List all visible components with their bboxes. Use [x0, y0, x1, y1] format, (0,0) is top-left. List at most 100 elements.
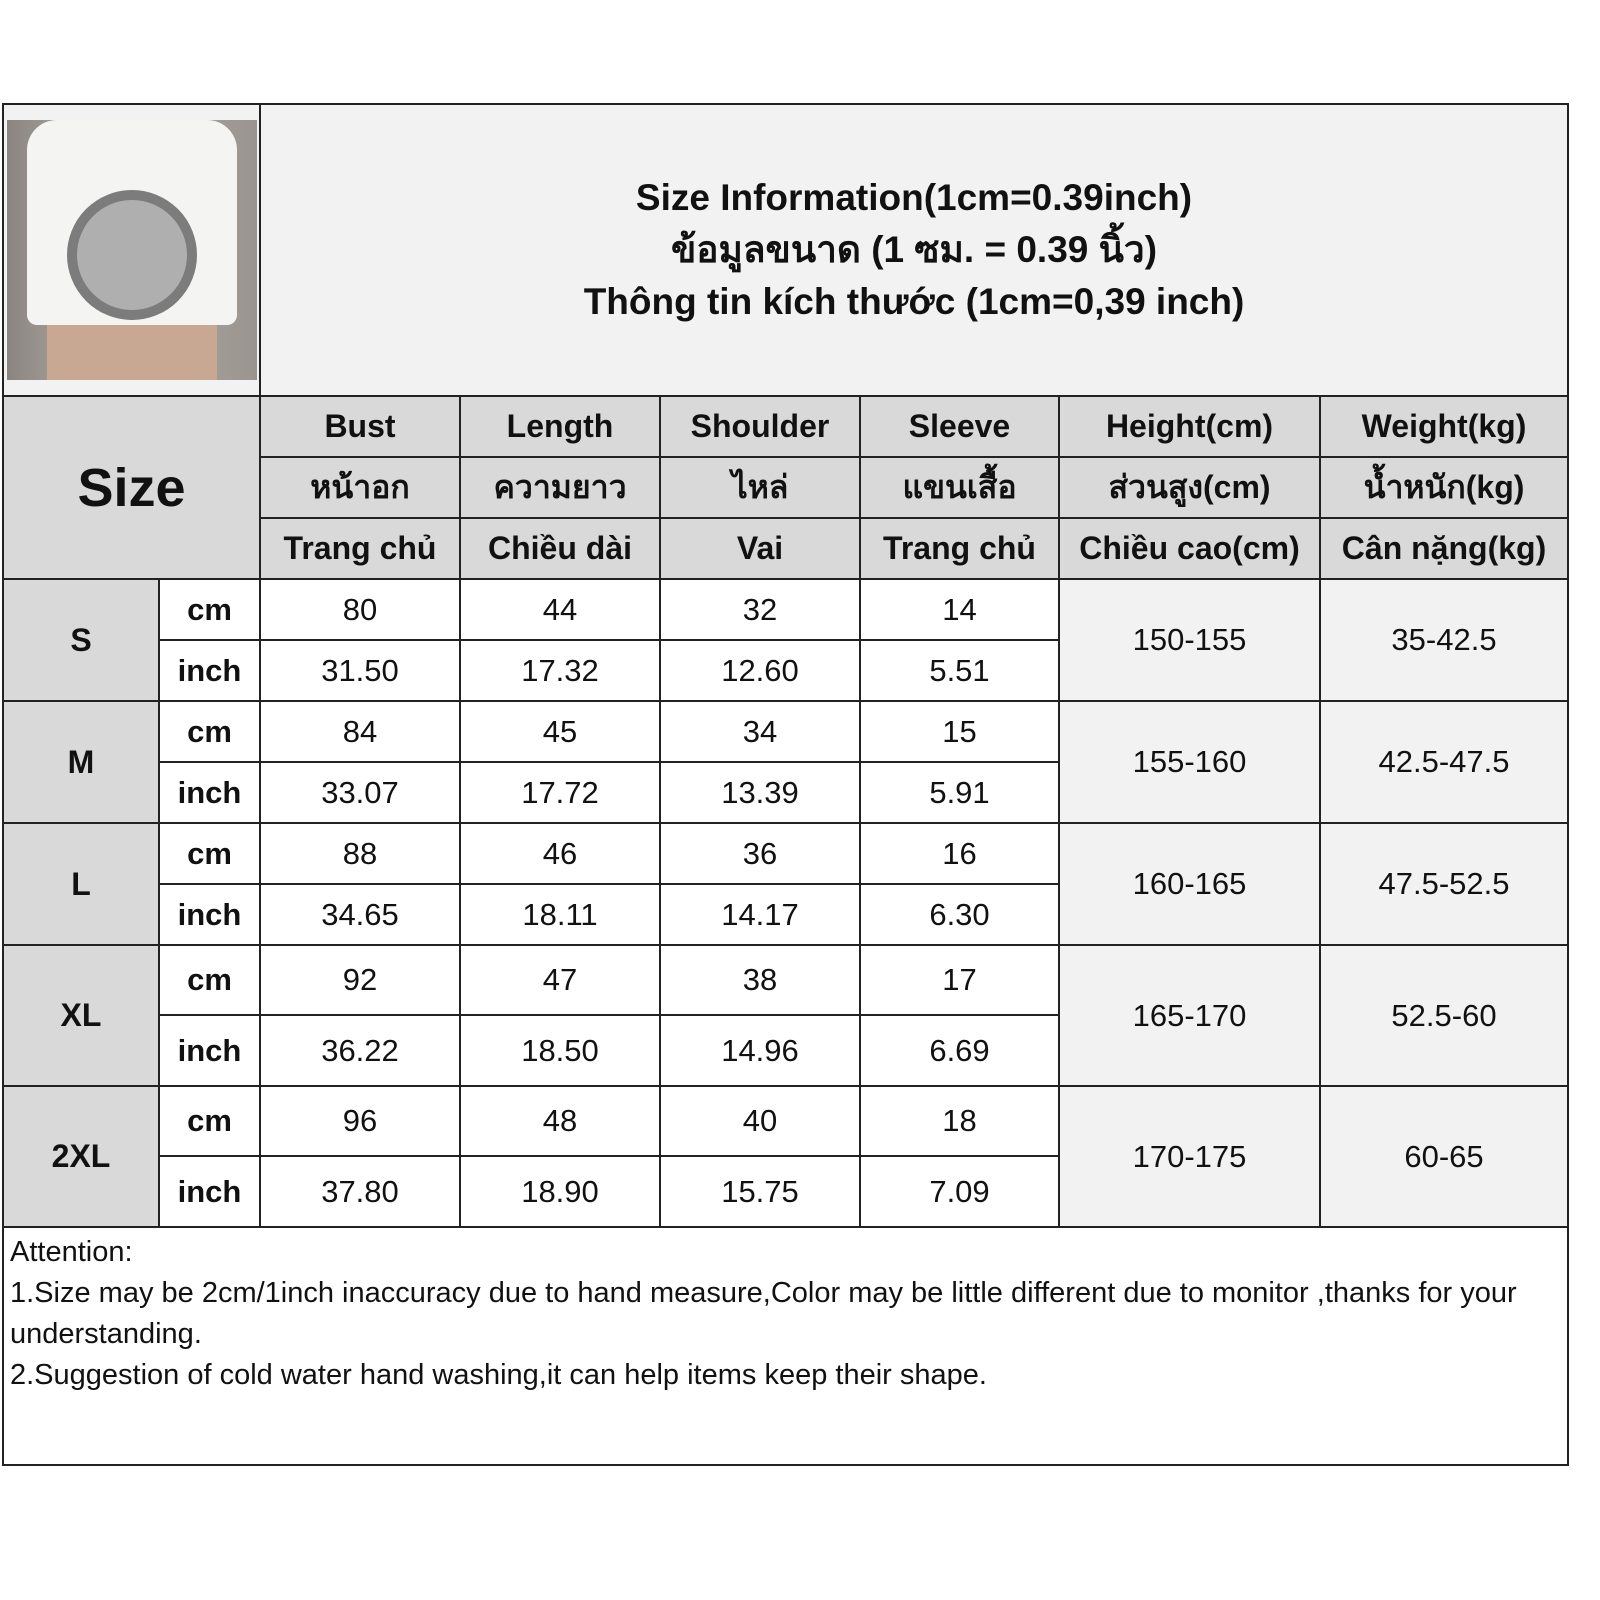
- measure-cell: 17.72: [459, 761, 661, 824]
- size-label: S: [2, 578, 160, 702]
- height-cell: 155-160: [1058, 700, 1321, 824]
- note-2: 2.Suggestion of cold water hand washing,…: [10, 1359, 987, 1391]
- table-row: inch 36.22 18.50 14.96 6.69: [3, 1014, 1568, 1087]
- measure-cell: 37.80: [259, 1155, 461, 1228]
- measure-cell: 18: [859, 1085, 1060, 1157]
- measure-cell: 12.60: [659, 639, 861, 702]
- column-header-en: Weight(kg): [1319, 395, 1569, 458]
- measure-cell: 36: [659, 822, 861, 885]
- measure-cell: 14: [859, 578, 1060, 641]
- column-header-th: หน้าอก: [259, 456, 461, 519]
- unit-label: cm: [158, 944, 261, 1016]
- weight-cell: 60-65: [1319, 1085, 1569, 1228]
- tshirt-image: [6, 120, 257, 380]
- measure-cell: 33.07: [259, 761, 461, 824]
- measure-cell: 13.39: [659, 761, 861, 824]
- size-chart: Size Information(1cm=0.39inch) ข้อมูลขนา…: [2, 103, 1569, 1466]
- unit-label: inch: [158, 883, 261, 946]
- measure-cell: 84: [259, 700, 461, 763]
- size-label: XL: [2, 944, 160, 1087]
- product-photo: [2, 103, 261, 397]
- size-label: L: [2, 822, 160, 946]
- measure-cell: 47: [459, 944, 661, 1016]
- weight-cell: 47.5-52.5: [1319, 822, 1569, 946]
- measure-cell: 88: [259, 822, 461, 885]
- measure-cell: 18.11: [459, 883, 661, 946]
- measure-cell: 36.22: [259, 1014, 461, 1087]
- table-row: inch 31.50 17.32 12.60 5.51: [3, 639, 1568, 702]
- column-header-en: Shoulder: [659, 395, 861, 458]
- measure-cell: 14.17: [659, 883, 861, 946]
- measure-cell: 32: [659, 578, 861, 641]
- table-row: inch 33.07 17.72 13.39 5.91: [3, 761, 1568, 824]
- measure-cell: 7.09: [859, 1155, 1060, 1228]
- weight-cell: 35-42.5: [1319, 578, 1569, 702]
- measure-cell: 48: [459, 1085, 661, 1157]
- unit-label: cm: [158, 700, 261, 763]
- measure-cell: 46: [459, 822, 661, 885]
- column-header-th: ความยาว: [459, 456, 661, 519]
- column-header-vi: Cân nặng(kg): [1319, 517, 1569, 580]
- header-row-th: หน้าอก ความยาว ไหล่ แขนเสื้อ ส่วนสูง(cm) น้ำห…: [3, 456, 1569, 519]
- header-row-en: Size Bust Length Shoulder Sleeve Height(cm) We…: [2, 395, 1569, 580]
- measure-cell: 40: [659, 1085, 861, 1157]
- unit-label: inch: [158, 639, 261, 702]
- unit-label: inch: [158, 761, 261, 824]
- weight-cell: 52.5-60: [1319, 944, 1569, 1087]
- measure-cell: 34: [659, 700, 861, 763]
- measure-cell: 17: [859, 944, 1060, 1016]
- measure-cell: 44: [459, 578, 661, 641]
- height-cell: 150-155: [1058, 578, 1321, 702]
- measure-cell: 45: [459, 700, 661, 763]
- column-header-en: Length: [459, 395, 661, 458]
- size-header: Size: [2, 395, 261, 580]
- measure-cell: 80: [259, 578, 461, 641]
- measure-cell: 5.91: [859, 761, 1060, 824]
- title-vi: Thông tin kích thước (1cm=0,39 inch): [583, 281, 1245, 322]
- column-header-th: แขนเสื้อ: [859, 456, 1060, 519]
- column-header-vi: Vai: [659, 517, 861, 580]
- measure-cell: 31.50: [259, 639, 461, 702]
- measure-cell: 34.65: [259, 883, 461, 946]
- measure-cell: 18.90: [459, 1155, 661, 1228]
- header-row-vi: Trang chủ Chiều dài Vai Trang chủ Chiều cao(…: [3, 517, 1569, 580]
- note-1: 1.Size may be 2cm/1inch inaccuracy due t…: [10, 1277, 1517, 1350]
- column-header-vi: Chiều cao(cm): [1058, 517, 1321, 580]
- size-table: Size Information(1cm=0.39inch) ข้อมูลขนา…: [2, 103, 1569, 1466]
- height-cell: 160-165: [1058, 822, 1321, 946]
- measure-cell: 14.96: [659, 1014, 861, 1087]
- measure-cell: 92: [259, 944, 461, 1016]
- title-en: Size Information(1cm=0.39inch): [635, 177, 1193, 218]
- title-block: Size Information(1cm=0.39inch) ข้อมูลขนา…: [259, 103, 1569, 397]
- table-row: inch 34.65 18.11 14.17 6.30: [3, 883, 1568, 946]
- height-cell: 170-175: [1058, 1085, 1321, 1228]
- table-row: inch 37.80 18.90 15.75 7.09: [3, 1155, 1568, 1228]
- column-header-vi: Chiều dài: [459, 517, 661, 580]
- notes-heading: Attention:: [10, 1236, 133, 1268]
- measure-cell: 96: [259, 1085, 461, 1157]
- column-header-vi: Trang chủ: [259, 517, 461, 580]
- column-header-en: Sleeve: [859, 395, 1060, 458]
- table-row: 2XL cm 96 48 40 18 170-175 60-65: [2, 1085, 1569, 1228]
- column-header-th: ส่วนสูง(cm): [1058, 456, 1321, 519]
- measure-cell: 38: [659, 944, 861, 1016]
- measure-cell: 15: [859, 700, 1060, 763]
- unit-label: inch: [158, 1155, 261, 1228]
- height-cell: 165-170: [1058, 944, 1321, 1087]
- column-header-en: Bust: [259, 395, 461, 458]
- measure-cell: 18.50: [459, 1014, 661, 1087]
- title-th: ข้อมูลขนาด (1 ซม. = 0.39 นิ้ว): [670, 229, 1158, 270]
- column-header-vi: Trang chủ: [859, 517, 1060, 580]
- size-label: 2XL: [2, 1085, 160, 1228]
- measure-cell: 6.69: [859, 1014, 1060, 1087]
- column-header-th: น้ำหนัก(kg): [1319, 456, 1569, 519]
- measure-cell: 5.51: [859, 639, 1060, 702]
- unit-label: cm: [158, 1085, 261, 1157]
- unit-label: cm: [158, 578, 261, 641]
- column-header-en: Height(cm): [1058, 395, 1321, 458]
- weight-cell: 42.5-47.5: [1319, 700, 1569, 824]
- table-row: XL cm 92 47 38 17 165-170 52.5-60: [2, 944, 1569, 1087]
